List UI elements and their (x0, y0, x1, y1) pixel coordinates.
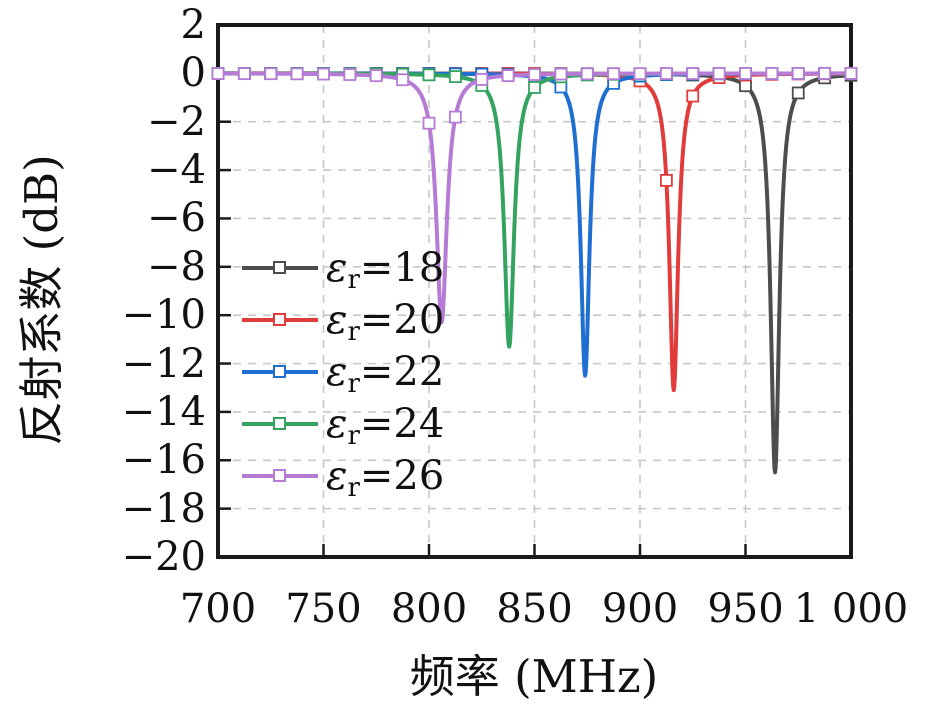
legend-line-sample (242, 417, 318, 430)
x-tick-label: 800 (390, 586, 468, 632)
series-marker (448, 110, 462, 124)
y-tick-label: −16 (121, 437, 206, 484)
series-marker (237, 67, 251, 81)
series-marker (580, 67, 594, 81)
series-marker (791, 67, 805, 80)
legend-square-marker-icon (273, 365, 286, 378)
series-marker (739, 79, 752, 93)
series-marker (317, 67, 330, 81)
legend-line-sample (242, 261, 318, 274)
y-tick-label: −2 (147, 98, 206, 145)
series-marker (712, 67, 726, 80)
series-marker (686, 67, 700, 80)
x-tick-label: 900 (601, 586, 679, 632)
series-marker (739, 67, 752, 80)
series-marker (448, 70, 462, 84)
series-marker (211, 67, 225, 80)
series-marker (818, 67, 832, 80)
legend-label: εr=20 (326, 297, 445, 347)
x-tick-label: 750 (285, 586, 362, 632)
legend-label: εr=26 (326, 453, 445, 503)
series-marker (528, 68, 541, 81)
series-marker (844, 67, 858, 80)
y-tick-label: −6 (147, 195, 206, 242)
series-marker (791, 86, 805, 100)
series-marker (422, 116, 436, 130)
x-tick-label: 700 (179, 586, 257, 632)
legend-item-er-22: εr=22 (242, 346, 445, 399)
legend-line-sample (242, 313, 318, 326)
y-tick-label: −12 (121, 340, 206, 387)
series-marker (659, 173, 673, 187)
y-tick-label: −8 (147, 243, 206, 290)
series-marker (475, 73, 489, 86)
y-tick-label: −14 (121, 388, 206, 435)
legend-label: εr=24 (326, 401, 445, 451)
series-marker (369, 69, 383, 83)
legend-square-marker-icon (273, 469, 286, 482)
series-marker (659, 67, 673, 80)
y-tick-label: 2 (180, 2, 206, 48)
legend-square-marker-icon (273, 261, 286, 274)
legend-label: εr=22 (326, 349, 445, 399)
legend-line-sample (242, 469, 318, 482)
series-marker (290, 67, 304, 81)
series-marker (528, 81, 541, 94)
legend-item-er-26: εr=26 (242, 450, 445, 503)
x-axis-title: 频率 (MHz) (409, 650, 659, 703)
x-tick-label: 850 (496, 586, 573, 632)
y-tick-label: −10 (121, 292, 206, 339)
series-marker (264, 67, 278, 81)
y-tick-label: −18 (121, 485, 206, 532)
series-marker (633, 67, 647, 81)
series-marker (396, 73, 410, 87)
series-marker (501, 69, 515, 83)
x-tick-label: 1 000 (793, 586, 909, 632)
x-tick-label: 950 (707, 586, 784, 632)
series-marker (686, 89, 700, 103)
series-marker (422, 68, 436, 82)
series-marker (765, 67, 779, 80)
series-marker (607, 67, 621, 81)
legend-square-marker-icon (273, 313, 286, 326)
legend-line-sample (242, 365, 318, 378)
legend-item-er-18: εr=18 (242, 242, 445, 295)
y-tick-label: −20 (121, 534, 206, 580)
y-tick-label: −4 (147, 147, 206, 194)
legend-label: εr=18 (326, 245, 445, 295)
legend-item-er-24: εr=24 (242, 398, 445, 451)
series-marker (343, 68, 357, 81)
series-marker (554, 67, 568, 81)
legend-item-er-20: εr=20 (242, 294, 445, 347)
y-tick-label: 0 (180, 50, 206, 97)
legend-square-marker-icon (273, 417, 286, 430)
